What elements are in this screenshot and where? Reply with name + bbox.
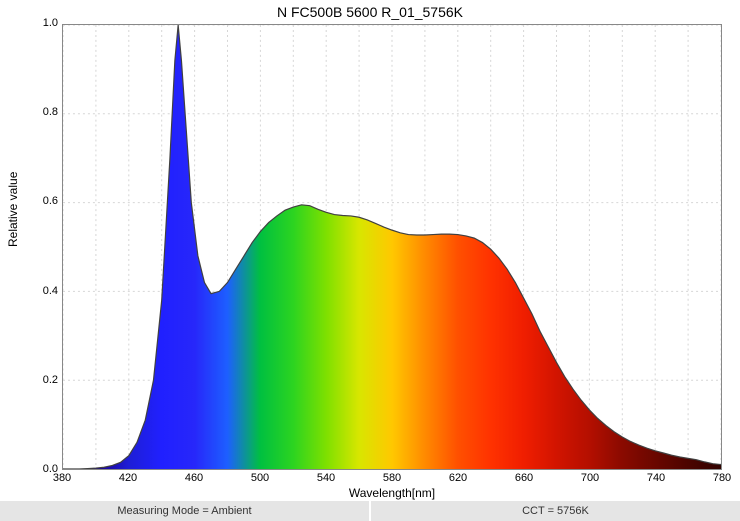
y-tick: 0.2	[8, 374, 58, 386]
chart-title: N FC500B 5600 R_01_5756K	[0, 4, 740, 20]
x-tick: 460	[185, 472, 203, 484]
y-tick: 0.4	[8, 285, 58, 297]
y-tick: 0.0	[8, 463, 58, 475]
x-tick: 420	[119, 472, 137, 484]
x-tick: 580	[383, 472, 401, 484]
plot-area	[62, 24, 722, 470]
x-tick: 780	[713, 472, 731, 484]
info-bar: Measuring Mode = Ambient CCT = 5756K	[0, 501, 740, 521]
y-axis-label: Relative value	[6, 172, 20, 247]
x-tick: 500	[251, 472, 269, 484]
x-tick: 740	[647, 472, 665, 484]
x-tick: 660	[515, 472, 533, 484]
x-tick: 540	[317, 472, 335, 484]
chart-container: N FC500B 5600 R_01_5756K Relative value …	[0, 0, 740, 521]
x-tick: 700	[581, 472, 599, 484]
y-tick: 0.6	[8, 195, 58, 207]
x-tick: 380	[53, 472, 71, 484]
y-tick: 0.8	[8, 106, 58, 118]
x-axis-label: Wavelength[nm]	[62, 486, 722, 500]
y-tick: 1.0	[8, 17, 58, 29]
spectrum-chart	[63, 25, 721, 469]
measuring-mode-cell: Measuring Mode = Ambient	[0, 501, 371, 521]
cct-cell: CCT = 5756K	[371, 501, 740, 521]
x-tick: 620	[449, 472, 467, 484]
